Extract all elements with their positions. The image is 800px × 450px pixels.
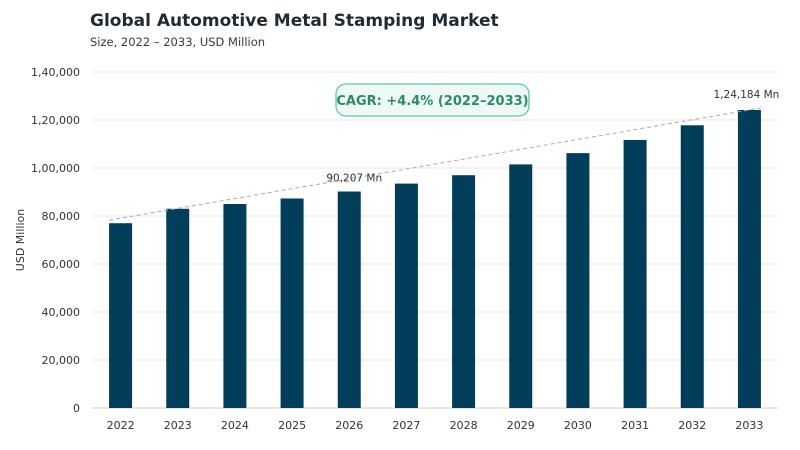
- x-axis-ticks: 2022 2023 2024 2025 2026 2027 2028 2029 2030 2031…: [107, 419, 764, 432]
- data-label-2033: 1,24,184 Mn: [714, 89, 780, 101]
- chart-title: Global Automotive Metal Stamping Market: [90, 11, 499, 31]
- x-tick-label: 2024: [221, 419, 249, 432]
- cagr-trend-line: [108, 107, 762, 221]
- chart-subtitle: Size, 2022 – 2033, USD Million: [90, 35, 266, 49]
- y-tick-label: 60,000: [42, 258, 81, 271]
- y-axis-label: USD Million: [14, 209, 27, 271]
- x-tick-label: 2028: [450, 419, 478, 432]
- y-tick-label: 0: [73, 402, 80, 415]
- x-tick-label: 2033: [735, 419, 763, 432]
- bars: [109, 109, 761, 409]
- y-tick-label: 40,000: [42, 306, 81, 319]
- bar-2028: [452, 175, 476, 408]
- cagr-badge-box: [335, 83, 530, 117]
- cagr-badge: CAGR: +4.4% (2022–2033): [335, 83, 530, 117]
- data-labels: 90,207 Mn 1,24,184 Mn: [326, 89, 779, 185]
- bar-2030: [566, 153, 590, 408]
- y-tick-label: 20,000: [42, 354, 81, 367]
- x-tick-label: 2027: [392, 419, 420, 432]
- bar-2024: [223, 204, 247, 408]
- bar-2031: [623, 139, 647, 409]
- cagr-badge-text: CAGR: +4.4% (2022–2033): [336, 94, 528, 109]
- x-tick-label: 2030: [564, 419, 592, 432]
- bar-2026: [337, 191, 361, 408]
- y-tick-label: 1,00,000: [31, 162, 80, 175]
- x-tick-label: 2029: [507, 419, 535, 432]
- x-tick-label: 2031: [621, 419, 649, 432]
- x-tick-label: 2032: [678, 419, 706, 432]
- x-tick-label: 2026: [335, 419, 363, 432]
- bar-2023: [166, 208, 190, 408]
- bar-2029: [509, 164, 533, 408]
- data-label-2026: 90,207 Mn: [326, 173, 382, 185]
- x-tick-label: 2022: [107, 419, 135, 432]
- y-tick-label: 1,40,000: [31, 66, 80, 79]
- y-tick-label: 1,20,000: [31, 114, 80, 127]
- bar-2033: [737, 109, 761, 408]
- bar-2025: [280, 198, 304, 408]
- bar-2032: [680, 125, 704, 408]
- bar-2022: [109, 223, 133, 408]
- bar-2027: [394, 183, 418, 408]
- y-axis-ticks: 0 20,000 40,000 60,000 80,000 1,00,000 1,20,00…: [31, 66, 80, 415]
- x-tick-label: 2025: [278, 419, 306, 432]
- y-tick-label: 80,000: [42, 210, 81, 223]
- gridlines: [92, 71, 778, 361]
- x-tick-label: 2023: [164, 419, 192, 432]
